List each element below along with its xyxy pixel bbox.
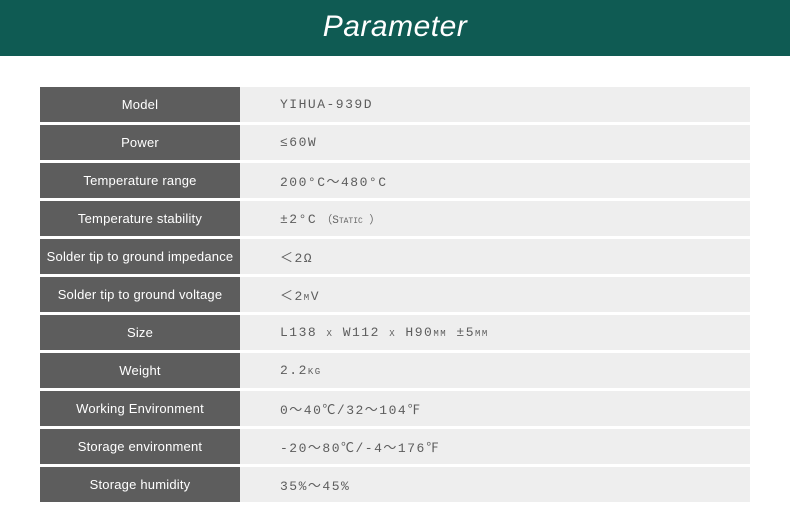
table-row: Solder tip to ground impedance ＜2Ω [40,239,750,274]
row-value-text: ＜2mV [280,289,320,304]
table-row: Working Environment 0～40℃/32～104℉ [40,391,750,426]
row-value: 35%～45% [240,467,750,502]
row-value: 2.2kg [240,353,750,388]
row-value-text: ≤60W [280,135,317,150]
table-row: Model YIHUA-939D [40,87,750,122]
row-value: YIHUA-939D [240,87,750,122]
table-row: Storage humidity 35%～45% [40,467,750,502]
row-value-text: 2.2kg [280,363,322,378]
table-row: Weight 2.2kg [40,353,750,388]
row-value: 200°C～480°C [240,163,750,198]
row-label: Power [40,125,240,160]
row-value-text: ＜2Ω [280,251,313,266]
table-row: Temperature stability ±2°C （Static ） [40,201,750,236]
row-label: Storage environment [40,429,240,464]
title-text: Parameter [323,10,468,43]
table-row: Solder tip to ground voltage ＜2mV [40,277,750,312]
title-bar: Parameter [0,0,790,56]
row-value-text: -20～80℃/-4～176℉ [280,441,440,456]
row-value: 0～40℃/32～104℉ [240,391,750,426]
row-value-text: YIHUA-939D [280,97,373,112]
row-value: ＜2mV [240,277,750,312]
table-row: Temperature range 200°C～480°C [40,163,750,198]
row-label: Model [40,87,240,122]
row-label: Storage humidity [40,467,240,502]
row-value-text: 200°C～480°C [280,175,388,190]
row-label: Working Environment [40,391,240,426]
row-value-text: ±2°C [280,212,317,227]
row-value-text: 0～40℃/32～104℉ [280,403,422,418]
row-value-text: 35%～45% [280,479,350,494]
row-label: Temperature range [40,163,240,198]
row-value: ±2°C （Static ） [240,201,750,236]
row-label: Solder tip to ground impedance [40,239,240,274]
row-note: （Static ） [321,215,380,227]
row-label: Weight [40,353,240,388]
parameter-table: Model YIHUA-939D Power ≤60W Temperature rang… [40,84,750,505]
row-value: ≤60W [240,125,750,160]
row-label: Solder tip to ground voltage [40,277,240,312]
row-value: L138 x W112 x H90mm ±5mm [240,315,750,350]
table-row: Power ≤60W [40,125,750,160]
row-label: Temperature stability [40,201,240,236]
row-value: ＜2Ω [240,239,750,274]
row-label: Size [40,315,240,350]
row-value: -20～80℃/-4～176℉ [240,429,750,464]
parameter-table-wrap: Model YIHUA-939D Power ≤60W Temperature rang… [0,56,790,525]
table-row: Size L138 x W112 x H90mm ±5mm [40,315,750,350]
table-row: Storage environment -20～80℃/-4～176℉ [40,429,750,464]
row-value-text: L138 x W112 x H90mm ±5mm [280,325,489,340]
